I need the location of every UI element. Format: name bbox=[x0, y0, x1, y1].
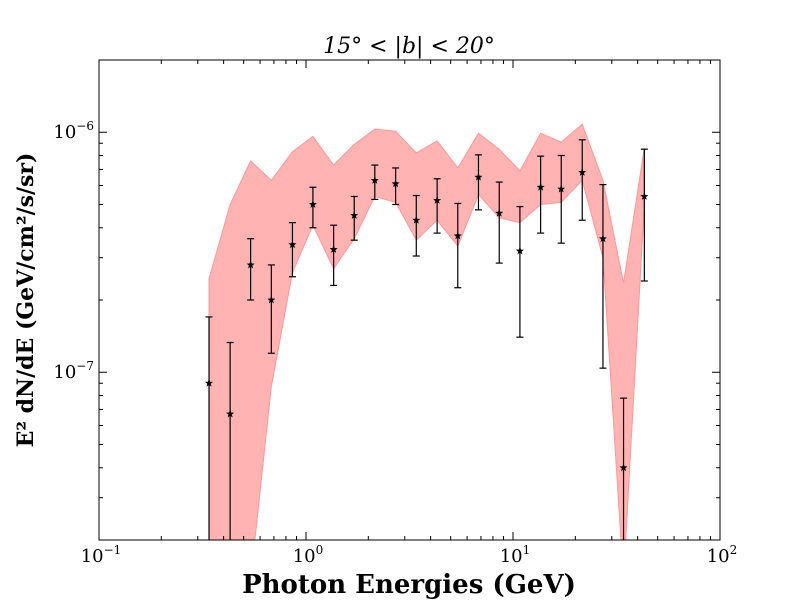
data-point-star bbox=[329, 245, 338, 253]
data-point-star bbox=[515, 246, 524, 255]
data-point-star bbox=[433, 196, 442, 204]
data-point-star bbox=[350, 211, 359, 219]
data-point-star bbox=[288, 240, 297, 249]
data-point-star bbox=[205, 379, 214, 387]
data-point-star bbox=[267, 295, 276, 304]
data-point-star bbox=[619, 463, 628, 472]
data-point-star bbox=[474, 172, 483, 181]
data-point-star bbox=[578, 168, 587, 176]
data-point-star bbox=[495, 208, 504, 217]
x-tick-label: 10−1 bbox=[81, 543, 122, 567]
data-point-star bbox=[598, 234, 607, 243]
x-tick-label: 101 bbox=[500, 543, 531, 567]
y-tick-label: 10−7 bbox=[53, 359, 94, 383]
data-point-star bbox=[412, 216, 421, 224]
x-axis-label: Photon Energies (GeV) bbox=[242, 570, 576, 600]
data-point-star bbox=[370, 176, 379, 184]
data-point-star bbox=[640, 192, 649, 200]
y-axis-label: E² dN/dE (GeV/cm²/s/sr) bbox=[13, 153, 39, 448]
x-tick-label: 102 bbox=[707, 543, 738, 567]
data-point-star bbox=[536, 183, 545, 191]
data-point-star bbox=[557, 184, 566, 193]
chart-title: 15° < |b| < 20° bbox=[323, 34, 495, 59]
y-tick-label: 10−6 bbox=[53, 119, 94, 143]
data-point-star bbox=[391, 179, 400, 188]
data-point-star bbox=[453, 231, 462, 240]
x-tick-label: 100 bbox=[293, 543, 324, 567]
data-point-star bbox=[226, 409, 235, 418]
data-point-star bbox=[246, 260, 255, 269]
data-point-star bbox=[308, 200, 317, 208]
